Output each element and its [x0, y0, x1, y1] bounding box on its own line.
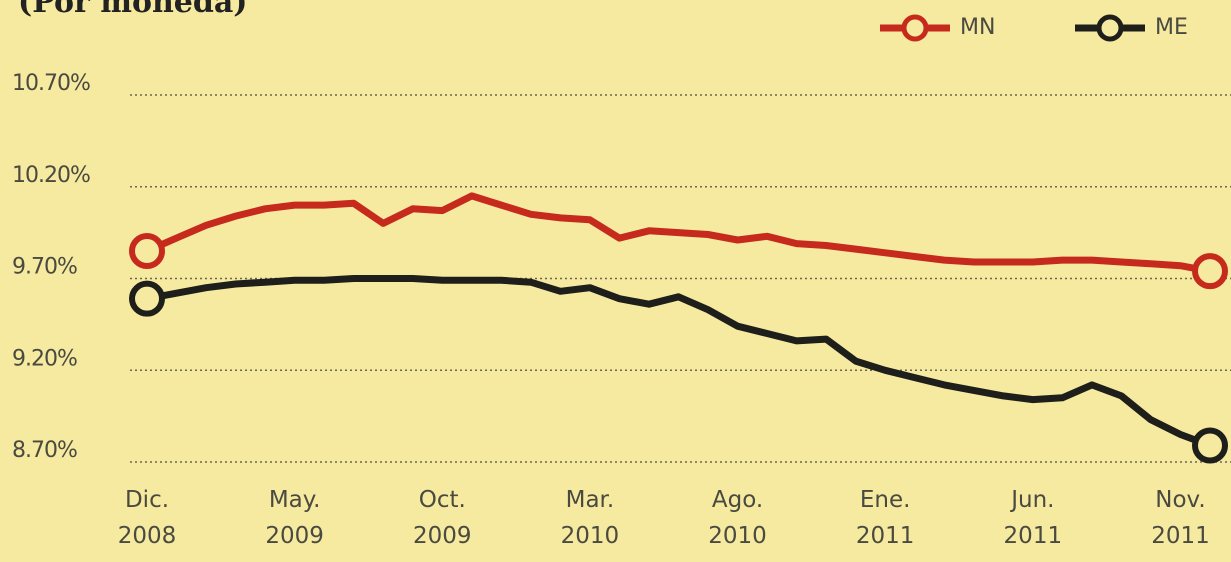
x-tick-label: May. 2009: [265, 487, 324, 549]
x-tick-label: Oct. 2009: [413, 487, 472, 549]
x-tick-label: Ene. 2011: [856, 487, 915, 549]
y-tick-label: 9.70%: [12, 255, 77, 280]
chart-subtitle: (Por moneda): [18, 0, 247, 20]
y-tick-label: 8.70%: [12, 438, 77, 463]
end-marker: [1192, 427, 1228, 464]
y-tick-label: 10.70%: [12, 71, 90, 96]
end-marker: [129, 232, 165, 269]
end-marker: [129, 280, 165, 317]
x-tick-label: Jun. 2011: [1004, 487, 1063, 549]
legend-label: MN: [960, 15, 995, 40]
series-line: [145, 192, 1211, 275]
x-tick-label: Ago. 2010: [708, 487, 767, 549]
legend-label: ME: [1155, 15, 1188, 40]
legend-marker: [901, 14, 929, 42]
y-tick-label: 9.20%: [12, 346, 77, 371]
x-tick-label: Nov. 2011: [1151, 487, 1210, 549]
x-tick-label: Dic. 2008: [118, 487, 177, 549]
series-line: [146, 275, 1212, 449]
y-tick-label: 10.20%: [12, 163, 90, 188]
end-marker: [1192, 253, 1228, 290]
legend-marker: [1096, 14, 1124, 42]
x-tick-label: Mar. 2010: [561, 487, 620, 549]
